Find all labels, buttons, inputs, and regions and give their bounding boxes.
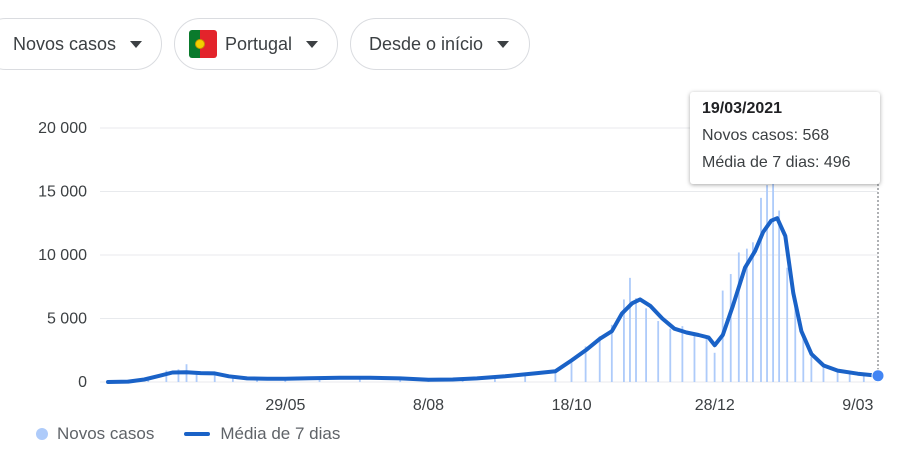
filter-toolbar: Novos casos Portugal Desde o início: [0, 18, 900, 72]
date-range-dropdown-label: Desde o início: [369, 33, 484, 54]
x-axis-ticks: 29/05 8/08 18/10 28/12 9/03: [265, 397, 873, 414]
hover-indicator: [871, 100, 885, 383]
chart-bars: [131, 178, 879, 382]
case-bar: [598, 336, 601, 382]
case-bar: [737, 252, 740, 382]
metric-dropdown[interactable]: Novos casos: [0, 18, 162, 70]
case-bar: [766, 185, 768, 382]
tooltip-date: 19/03/2021: [702, 100, 783, 117]
x-tick-label: 28/12: [695, 397, 735, 414]
x-tick-label: 9/03: [842, 397, 873, 414]
metric-dropdown-label: Novos casos: [13, 33, 117, 54]
case-bar: [862, 373, 865, 382]
case-bar: [610, 324, 613, 382]
case-bar: [836, 369, 839, 382]
chart-tooltip: 19/03/2021 Novos casos: 568 Média de 7 d…: [690, 92, 880, 184]
case-bar: [195, 371, 198, 382]
hover-marker: [871, 369, 885, 383]
caret-down-icon: [497, 40, 510, 48]
caret-down-icon: [130, 40, 143, 48]
x-tick-label: 8/08: [413, 397, 444, 414]
average-line: [106, 216, 880, 384]
case-bar: [494, 376, 496, 382]
case-bar: [705, 337, 708, 382]
case-bar: [729, 274, 732, 382]
case-bar: [358, 377, 361, 382]
case-bar: [570, 359, 573, 382]
case-bar: [231, 376, 234, 382]
legend-bars-label: Novos casos: [57, 424, 155, 443]
y-tick-label: 20 000: [38, 120, 87, 137]
portugal-flag-icon: [189, 30, 217, 58]
case-bar: [524, 373, 527, 382]
y-axis-ticks: 0 5 000 10 000 15 000 20 000: [38, 120, 87, 391]
date-range-dropdown[interactable]: Desde o início: [350, 18, 530, 70]
case-bar: [752, 242, 754, 382]
case-bar: [745, 248, 748, 382]
case-bar: [778, 210, 781, 382]
case-bar: [629, 277, 631, 382]
case-bar: [635, 298, 637, 382]
case-bar: [623, 299, 625, 382]
case-bar: [681, 326, 684, 382]
y-tick-label: 0: [78, 374, 87, 391]
case-bar: [645, 308, 647, 382]
chart-line: [106, 216, 880, 384]
case-bar: [848, 371, 851, 382]
case-bar: [794, 299, 797, 382]
case-bar: [760, 197, 762, 382]
case-bar: [584, 346, 587, 382]
tooltip-cases: Novos casos: 568: [702, 127, 830, 144]
case-bar: [657, 321, 660, 382]
legend-bars-swatch: [36, 428, 48, 440]
legend-line-label: Média de 7 dias: [220, 424, 341, 443]
case-bar: [772, 178, 774, 382]
y-tick-label: 5 000: [47, 311, 87, 328]
tooltip-average: Média de 7 dias: 496: [702, 154, 851, 171]
y-tick-label: 15 000: [38, 184, 87, 201]
case-bar: [802, 337, 805, 382]
case-bar: [554, 370, 557, 382]
case-bar: [786, 267, 789, 382]
x-tick-label: 18/10: [552, 397, 592, 414]
country-dropdown[interactable]: Portugal: [174, 18, 338, 70]
case-bar: [165, 370, 168, 382]
x-tick-label: 29/05: [265, 397, 305, 414]
case-bar: [822, 365, 825, 382]
case-bar: [693, 335, 696, 382]
chart-legend: Novos casos Média de 7 dias: [36, 423, 340, 445]
case-bar: [177, 369, 180, 382]
case-bar: [213, 373, 216, 382]
y-tick-label: 10 000: [38, 247, 87, 264]
case-bar: [713, 352, 716, 382]
case-bar: [810, 356, 813, 382]
country-dropdown-label: Portugal: [225, 33, 293, 54]
caret-down-icon: [306, 40, 319, 48]
legend-line-swatch: [184, 432, 211, 436]
case-bar: [669, 328, 672, 382]
